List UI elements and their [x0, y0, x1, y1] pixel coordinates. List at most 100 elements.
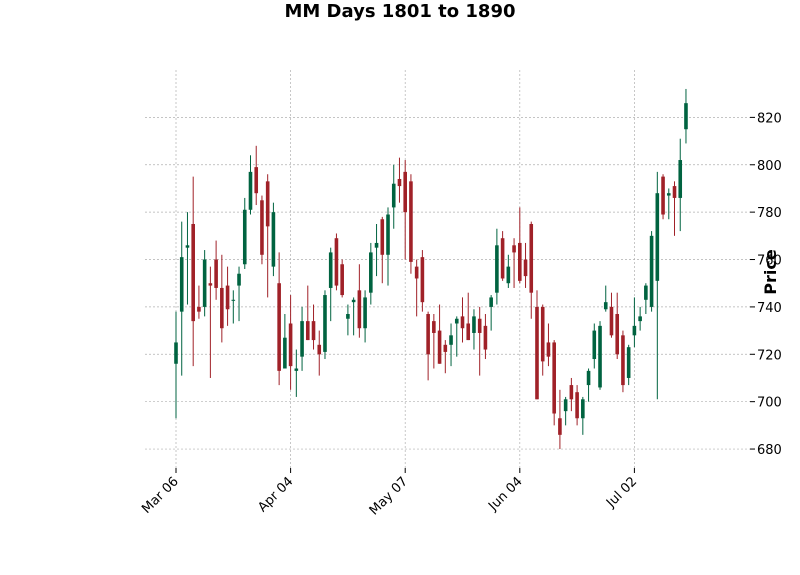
candle-body-down	[621, 335, 625, 386]
candle-body-down	[357, 290, 362, 329]
candle-body-down	[460, 316, 465, 329]
candle-body-up	[202, 259, 207, 307]
candle-body-down	[254, 167, 259, 194]
candle-body-down	[260, 200, 264, 255]
candle-body-up	[300, 321, 304, 357]
candle-body-up	[472, 316, 476, 333]
candle-body-down	[220, 287, 224, 329]
y-tick-label: 800	[757, 159, 782, 174]
candle-body-up	[231, 299, 236, 301]
candle-body-up	[271, 212, 276, 267]
candle-body-down	[437, 330, 442, 364]
x-tick-label: May 07	[367, 474, 411, 518]
candle-body-up	[598, 325, 602, 388]
x-tick-label: Mar 06	[139, 474, 182, 517]
candle-body-down	[443, 344, 448, 352]
candle-body-down	[225, 285, 230, 310]
candle-body-up	[351, 299, 356, 303]
y-tick-label: 760	[757, 254, 782, 269]
candle-body-down	[380, 219, 385, 255]
candle-layer	[174, 88, 688, 450]
candle-body-up	[644, 285, 648, 300]
candle-body-down	[615, 314, 620, 355]
candle-body-down	[477, 318, 482, 333]
candle-body-down	[191, 223, 195, 322]
candle-body-up	[638, 316, 642, 322]
candle-body-up	[185, 245, 190, 248]
y-tick-label: 700	[757, 396, 782, 411]
grid-layer	[145, 70, 755, 468]
candle-body-down	[540, 306, 545, 362]
candle-body-down	[403, 171, 407, 213]
candle-body-up	[363, 297, 367, 329]
candle-body-up	[678, 160, 683, 198]
x-tick-label: Jul 02	[603, 474, 640, 511]
candle-body-down	[340, 264, 344, 296]
candle-body-up	[666, 193, 671, 196]
candle-body-up	[328, 252, 333, 288]
candle-body-down	[397, 178, 402, 187]
candle-body-up	[294, 368, 299, 371]
candle-body-up	[649, 235, 654, 307]
candle-body-down	[420, 257, 425, 303]
candle-body-up	[454, 318, 459, 324]
candle-body-down	[214, 259, 218, 288]
candle-body-down	[569, 385, 574, 400]
candle-body-down	[288, 323, 293, 367]
candle-body-down	[609, 306, 614, 336]
candle-body-down	[432, 321, 436, 333]
candle-body-up	[489, 297, 493, 307]
candle-body-up	[586, 370, 591, 386]
candle-body-down	[414, 266, 419, 279]
candle-body-up	[626, 347, 631, 378]
candle-body-up	[655, 193, 660, 281]
candle-body-up	[237, 273, 241, 286]
candle-body-down	[311, 321, 316, 341]
candle-body-down	[672, 186, 677, 198]
candle-body-down	[523, 259, 528, 277]
candle-body-up	[174, 342, 178, 364]
y-axis-label: Price	[761, 249, 780, 295]
candle-body-down	[500, 238, 505, 279]
candle-body-down	[535, 306, 539, 400]
candle-body-up	[495, 245, 499, 293]
candle-body-up	[374, 242, 379, 248]
candle-body-down	[483, 325, 488, 350]
candle-body-up	[248, 171, 253, 210]
candle-body-down	[575, 392, 579, 419]
candle-body-down	[426, 314, 430, 355]
y-tick-label: 680	[757, 443, 782, 458]
candle-body-up	[563, 399, 568, 412]
candle-body-down	[512, 245, 516, 253]
candle-body-up	[603, 302, 608, 310]
candle-body-down	[305, 321, 310, 341]
candle-body-up	[506, 266, 511, 284]
y-tick-label: 820	[757, 111, 782, 126]
candle-body-down	[518, 242, 522, 281]
candle-body-up	[323, 295, 327, 352]
candle-body-up	[242, 209, 247, 265]
candle-body-down	[552, 342, 556, 414]
chart-title: MM Days 1801 to 1890	[284, 1, 516, 22]
candle-body-up	[346, 314, 350, 319]
candle-body-down	[546, 342, 551, 357]
candle-body-up	[179, 257, 184, 312]
candle-body-down	[529, 223, 534, 293]
candle-body-down	[558, 418, 562, 435]
y-tick-label: 740	[757, 301, 782, 316]
candle-body-up	[581, 399, 585, 419]
candle-body-down	[409, 181, 413, 262]
candle-body-up	[632, 325, 637, 336]
y-tick-label: 780	[757, 206, 782, 221]
candle-body-up	[592, 330, 597, 360]
y-tick-label: 720	[757, 348, 782, 363]
candle-body-down	[466, 323, 471, 341]
candle-body-up	[391, 183, 396, 208]
x-tick-label: Jun 04	[485, 474, 525, 514]
candle-body-down	[197, 306, 201, 312]
candle-body-up	[684, 103, 688, 130]
candle-body-up	[369, 252, 373, 293]
x-tick-label: Apr 04	[255, 474, 296, 515]
candle-body-down	[208, 283, 213, 286]
